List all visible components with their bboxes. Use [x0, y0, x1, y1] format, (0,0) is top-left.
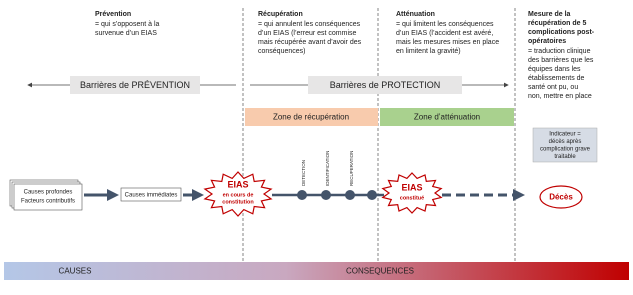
- root-causes: [9, 179, 83, 211]
- box-text: Causes immédiates: [125, 193, 178, 199]
- eias-sub: en cours de: [223, 192, 254, 198]
- indicator-text: décès après: [549, 139, 582, 145]
- step-label: IDENTIFICATION: [325, 151, 330, 186]
- column-text: mais récupérée avant d’avoir des: [258, 39, 362, 46]
- column-title: récupération de 5: [528, 20, 586, 27]
- column-text: non, mettre en place: [528, 93, 592, 100]
- step-label: RECUPERATION: [349, 151, 354, 186]
- zone-box: [380, 108, 514, 126]
- indicator-box: [532, 127, 598, 163]
- step-dot: [297, 190, 307, 200]
- column-title: opératoires: [528, 38, 566, 45]
- column-text: = qui s’opposent à la: [95, 21, 160, 28]
- eias-sub: constitution: [222, 199, 254, 205]
- column-title: Mesure de la: [528, 11, 571, 18]
- star: [381, 172, 443, 214]
- step-label: DETECTION: [301, 160, 306, 186]
- zone-box: [245, 108, 378, 126]
- eias-title: EIAS: [227, 179, 248, 189]
- column-text: d’un EIAS (l’accident est avéré,: [396, 30, 493, 37]
- stack-box: [13, 183, 83, 211]
- column-text: = qui annulent les conséquences: [258, 21, 361, 28]
- column-title: Atténuation: [396, 11, 435, 18]
- zone-label: Zone de récupération: [273, 113, 349, 122]
- box-text: Facteurs contributifs: [21, 199, 75, 205]
- outcome-label: Décès: [549, 193, 573, 202]
- column-text: survenue d’un EIAS: [95, 30, 157, 37]
- barrier-label: Barrières de PROTECTION: [330, 80, 441, 90]
- column-text: mais les mesures mises en place: [396, 39, 499, 46]
- bottom-label: CONSEQUENCES: [346, 267, 414, 276]
- column-text: santé ont pu, ou: [528, 84, 578, 91]
- column-title: complications post-: [528, 29, 595, 36]
- eias-title: EIAS: [401, 182, 422, 192]
- step-dot: [367, 190, 377, 200]
- indicator-text: Indicateur =: [549, 132, 581, 138]
- box-text: Causes profondes: [24, 190, 73, 196]
- step-dot: [345, 190, 355, 200]
- column-text: = traduction clinique: [528, 48, 591, 55]
- dividers: [242, 8, 516, 265]
- step-dot: [321, 190, 331, 200]
- indicator-text: traitable: [554, 154, 576, 160]
- bottom-label: CAUSES: [59, 267, 92, 276]
- column-text: d’un EIAS (l’erreur est commise: [258, 30, 357, 37]
- eias-sub: constitué: [400, 195, 424, 201]
- box: [120, 187, 182, 202]
- barrier-label: Barrières de PRÉVENTION: [80, 80, 190, 90]
- column-text: en limitent la gravité): [396, 48, 461, 55]
- bottom-bar: [4, 262, 629, 280]
- column-text: conséquences): [258, 48, 305, 55]
- barrier-box: [70, 76, 200, 94]
- column-title: Prévention: [95, 11, 131, 18]
- outcome: [539, 185, 583, 209]
- barrier-box: [308, 76, 462, 94]
- column-text: établissements de: [528, 75, 585, 82]
- column-title: Récupération: [258, 11, 303, 18]
- column-text: équipes dans les: [528, 66, 581, 73]
- star: [203, 171, 273, 217]
- column-text: = qui limitent les conséquences: [396, 21, 494, 28]
- indicator-text: complication grave: [540, 147, 591, 153]
- column-text: des barrières que les: [528, 57, 594, 64]
- zone-label: Zone d’atténuation: [414, 113, 480, 122]
